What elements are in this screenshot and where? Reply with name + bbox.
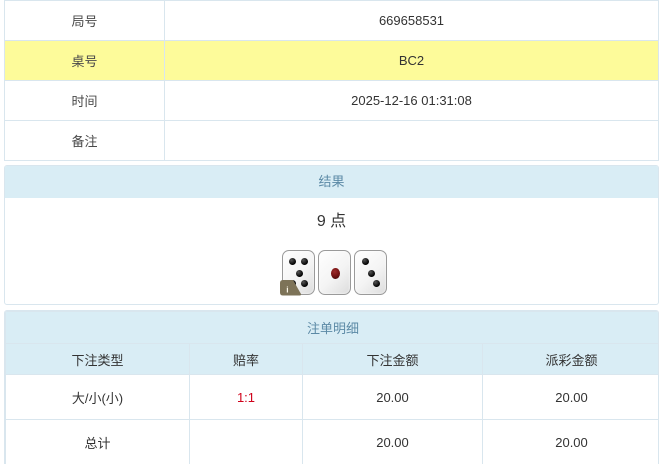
svg-text:i: i bbox=[286, 284, 288, 294]
